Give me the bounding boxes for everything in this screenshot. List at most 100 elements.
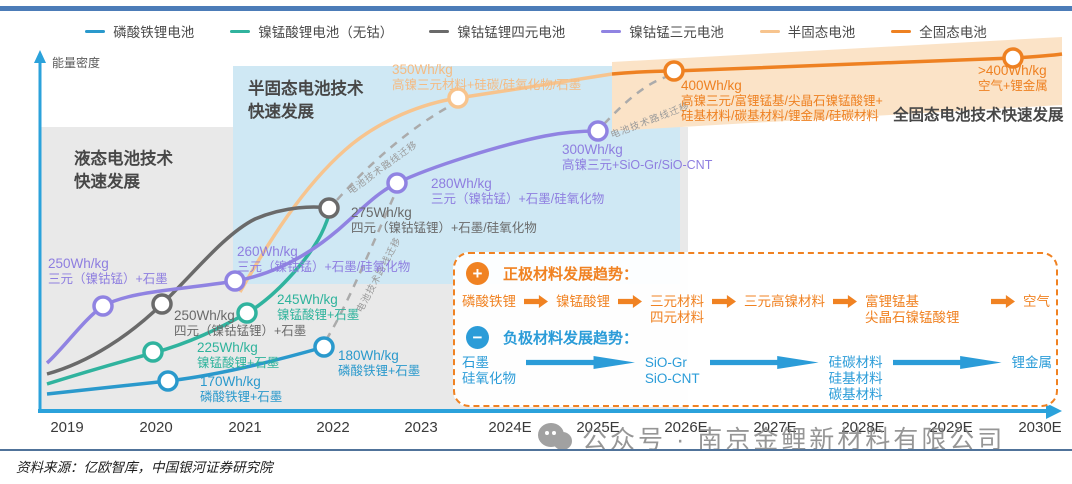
annotation-quaternary-275: 275Wh/kg 四元（镍钴锰锂）+石墨/硅氧化物 bbox=[351, 205, 537, 235]
right-arrow-icon bbox=[526, 356, 635, 369]
right-arrow-icon bbox=[709, 356, 819, 369]
annotation-ncm-250: 250Wh/kg 三元（镍钴锰）+石墨 bbox=[48, 256, 168, 286]
right-arrow-icon bbox=[712, 295, 736, 308]
x-tick-2024e: 2024E bbox=[488, 419, 532, 436]
x-tick-2021: 2021 bbox=[228, 419, 262, 436]
phase-title-semisolid: 半固态电池技术 快速发展 bbox=[248, 80, 364, 121]
minus-icon: − bbox=[466, 326, 489, 349]
anode-flow: 石墨 硅氧化物 SiO-Gr SiO-CNT 硅碳材料 硅基材料 碳基材料 锂金… bbox=[462, 355, 1052, 403]
curve-semisolid bbox=[238, 72, 613, 293]
legend-label: 镍钴锰三元电池 bbox=[629, 25, 724, 40]
legend-dash-icon bbox=[429, 29, 450, 33]
x-tick-2025e: 2025E bbox=[576, 419, 620, 436]
right-arrow-icon bbox=[618, 295, 642, 308]
legend-label: 镍锰酸锂电池（无钴） bbox=[258, 25, 394, 40]
legend-dash-icon bbox=[891, 29, 912, 33]
marker-solid-400 bbox=[663, 60, 685, 82]
data-markers bbox=[92, 47, 1024, 392]
legend-dash-icon bbox=[759, 29, 780, 33]
legend-dash-icon bbox=[601, 29, 622, 33]
marker-solid-400plus bbox=[1002, 47, 1024, 69]
curve-quaternary bbox=[46, 205, 330, 376]
legend-item-quaternary: 镍钴锰锂四元电池 bbox=[429, 21, 565, 41]
cathode-step-4: 三元高镍材料 bbox=[744, 294, 825, 309]
annotation-ncm-260: 260Wh/kg 三元（镍钴锰）+石墨/硅氧化物 bbox=[237, 244, 411, 274]
marker-lnmo-245 bbox=[236, 302, 258, 324]
legend-item-lnmo: 镍锰酸锂电池（无钴） bbox=[230, 21, 393, 41]
migration-line-1 bbox=[324, 195, 396, 341]
x-tick-2022: 2022 bbox=[316, 419, 350, 436]
cathode-step-1: 磷酸铁锂 bbox=[462, 294, 516, 309]
right-arrow-icon bbox=[892, 356, 1002, 369]
phase-title-solid: 全固态电池技术快速发展 bbox=[893, 107, 1064, 124]
annotation-lfp-180: 180Wh/kg 磷酸铁锂+石墨 bbox=[338, 348, 421, 378]
cathode-heading-row: + 正极材料发展趋势： bbox=[466, 262, 638, 285]
x-tick-2027e: 2027E bbox=[753, 419, 797, 436]
x-tick-2023: 2023 bbox=[404, 419, 438, 436]
legend-dash-icon bbox=[230, 29, 251, 33]
right-arrow-icon bbox=[833, 295, 857, 308]
annotation-lnmo-245: 245Wh/kg 镍锰酸锂+石墨 bbox=[277, 292, 360, 322]
annotation-solid-400: 400Wh/kg 高镍三元/富锂锰基/尖晶石镍锰酸锂+ 硅基材料/碳基材料/锂金… bbox=[681, 78, 883, 123]
material-trend-box bbox=[453, 252, 1058, 407]
plus-icon: + bbox=[466, 262, 489, 285]
cathode-flow: 磷酸铁锂 镍锰酸锂 三元材料 四元材料 三元高镍材料 富锂锰基 尖晶石镍锰酸锂 … bbox=[462, 294, 1050, 326]
x-tick-2030e: 2030E bbox=[1018, 419, 1062, 436]
marker-ncm-300 bbox=[587, 120, 609, 142]
x-tick-2029e: 2029E bbox=[929, 419, 973, 436]
y-axis-arrow-icon bbox=[34, 50, 46, 63]
phase-title-liquid: 液态电池技术 快速发展 bbox=[74, 150, 173, 191]
bottom-divider bbox=[0, 449, 1072, 451]
chart-legend: 磷酸铁锂电池 镍锰酸锂电池（无钴） 镍钴锰锂四元电池 镍钴锰三元电池 半固态电池… bbox=[0, 21, 1072, 41]
marker-ncm-280 bbox=[386, 172, 408, 194]
y-axis-label: 能量密度 bbox=[52, 56, 101, 70]
anode-step-4: 锂金属 bbox=[1011, 355, 1053, 370]
anode-step-1: 石墨 硅氧化物 bbox=[462, 355, 516, 386]
marker-lnmo-225 bbox=[142, 341, 164, 363]
marker-quaternary-250 bbox=[151, 293, 173, 315]
annotation-lfp-170: 170Wh/kg 磷酸铁锂+石墨 bbox=[200, 374, 283, 404]
cathode-heading: 正极材料发展趋势： bbox=[503, 266, 639, 283]
legend-label: 镍钴锰锂四元电池 bbox=[457, 25, 566, 40]
source-note: 资料来源：亿欧智库，中国银河证券研究院 bbox=[16, 460, 273, 475]
legend-item-semisolid: 半固态电池 bbox=[759, 21, 856, 41]
legend-label: 半固态电池 bbox=[787, 25, 856, 40]
anode-heading: 负极材料发展趋势： bbox=[503, 330, 639, 347]
cathode-step-5: 富锂锰基 尖晶石镍锰酸锂 bbox=[865, 294, 960, 325]
x-tick-2020: 2020 bbox=[139, 419, 173, 436]
right-arrow-icon bbox=[524, 295, 548, 308]
annotation-semisolid-350: 350Wh/kg 高镍三元材料+硅碳/硅氧化物/石墨 bbox=[392, 62, 582, 92]
x-tick-2028e: 2028E bbox=[841, 419, 885, 436]
annotation-solid-400plus: >400Wh/kg 空气+锂金属 bbox=[978, 63, 1048, 93]
legend-dash-icon bbox=[85, 29, 106, 33]
wechat-icon bbox=[538, 423, 572, 453]
anode-step-3: 硅碳材料 硅基材料 碳基材料 bbox=[828, 355, 883, 402]
marker-quaternary-275 bbox=[318, 197, 340, 219]
x-tick-2026e: 2026E bbox=[664, 419, 708, 436]
legend-label: 全固态电池 bbox=[919, 25, 987, 40]
legend-item-ncm: 镍钴锰三元电池 bbox=[601, 21, 724, 41]
legend-item-solid: 全固态电池 bbox=[891, 21, 987, 41]
annotation-ncm-300: 300Wh/kg 高镍三元+SiO-Gr/SiO-CNT bbox=[562, 142, 713, 172]
marker-semisolid-350 bbox=[447, 87, 469, 109]
marker-ncm-260 bbox=[224, 270, 246, 292]
x-tick-2019: 2019 bbox=[50, 419, 84, 436]
cathode-step-2: 镍锰酸锂 bbox=[556, 294, 610, 309]
marker-lfp-180 bbox=[313, 336, 335, 358]
annotation-ncm-280: 280Wh/kg 三元（镍钴锰）+石墨/硅氧化物 bbox=[431, 176, 605, 206]
top-divider bbox=[0, 6, 1072, 11]
cathode-step-6: 空气 bbox=[1023, 294, 1050, 309]
marker-lfp-170 bbox=[157, 370, 179, 392]
anode-heading-row: − 负极材料发展趋势： bbox=[466, 326, 638, 349]
migration-line-2 bbox=[336, 104, 451, 201]
annotation-quaternary-250: 250Wh/kg 四元（镍钴锰锂）+石墨 bbox=[174, 308, 307, 338]
curve-solid bbox=[611, 52, 1063, 76]
right-arrow-icon bbox=[991, 295, 1015, 308]
marker-ncm-250 bbox=[92, 295, 114, 317]
annotation-lnmo-225: 225Wh/kg 镍锰酸锂+石墨 bbox=[197, 340, 280, 370]
x-axis-arrow-icon bbox=[1046, 403, 1062, 419]
anode-step-2: SiO-Gr SiO-CNT bbox=[644, 355, 700, 386]
legend-item-lfp: 磷酸铁锂电池 bbox=[85, 21, 194, 41]
